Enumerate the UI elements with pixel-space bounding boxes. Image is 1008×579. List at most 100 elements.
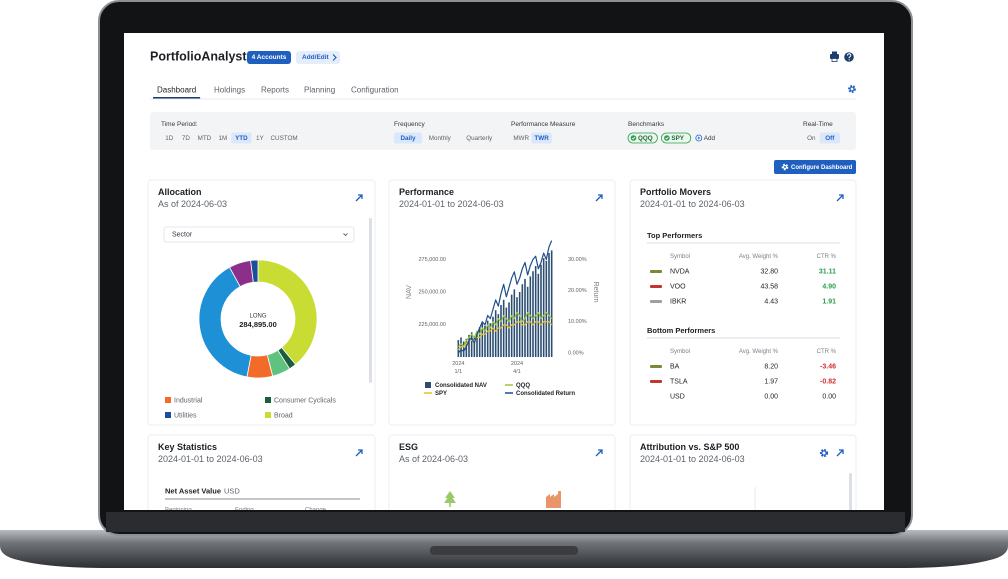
filter-option[interactable]: 1Y bbox=[256, 135, 265, 142]
active-tab-underline bbox=[153, 97, 201, 99]
filter-label: Time Period: bbox=[161, 121, 198, 128]
currency-label: USD bbox=[224, 486, 240, 495]
filter-option[interactable]: 7D bbox=[182, 135, 191, 142]
filter-label: Frequency bbox=[394, 121, 425, 128]
table-cell: NVDA bbox=[670, 268, 690, 275]
table-cell: USD bbox=[670, 393, 685, 400]
benchmark-label: QQQ bbox=[638, 135, 653, 142]
filter-option[interactable]: MWR bbox=[513, 135, 529, 142]
legend-label: QQQ bbox=[516, 383, 530, 389]
card-subtitle: As of 2024-06-03 bbox=[158, 199, 227, 209]
filter-option[interactable]: YTD bbox=[235, 135, 248, 142]
laptop-notch bbox=[430, 546, 578, 555]
expand-icon[interactable] bbox=[355, 194, 363, 202]
nav-bar bbox=[532, 271, 534, 357]
filter-option[interactable]: Quarterly bbox=[466, 135, 493, 142]
add-edit-button[interactable] bbox=[296, 51, 340, 64]
table-cell: 8.20 bbox=[764, 363, 778, 370]
card-subtitle: 2024-01-01 to 2024-06-03 bbox=[399, 199, 504, 209]
card-subtitle: 2024-01-01 to 2024-06-03 bbox=[640, 454, 745, 464]
table-cell: TSLA bbox=[670, 378, 688, 385]
nav-tab[interactable]: Configuration bbox=[351, 86, 399, 95]
nav-bar bbox=[542, 258, 545, 357]
print-icon[interactable] bbox=[830, 54, 839, 59]
y2-tick-label: 30.00% bbox=[568, 257, 587, 263]
dashboard: PortfolioAnalyst 4 Accounts Add/Edit Dashbo… bbox=[147, 49, 857, 514]
table-cell: IBKR bbox=[670, 298, 686, 305]
nav-tab[interactable]: Holdings bbox=[214, 86, 245, 95]
column-header: CTR % bbox=[817, 254, 837, 260]
nav-bar bbox=[550, 250, 553, 357]
table-cell: 1.91 bbox=[822, 298, 836, 305]
nav-bar bbox=[484, 325, 486, 357]
laptop-chin bbox=[106, 512, 905, 532]
column-header: Ending bbox=[235, 508, 254, 514]
y-tick-label: 250,000.00 bbox=[418, 289, 446, 295]
legend-swatch bbox=[165, 412, 171, 418]
filter-option[interactable]: 1D bbox=[165, 135, 174, 142]
column-header: CTR % bbox=[817, 349, 837, 355]
donut-segment bbox=[250, 259, 259, 283]
benchmark-pill[interactable] bbox=[627, 132, 658, 144]
filter-option[interactable]: MTD bbox=[198, 135, 212, 142]
add-icon-plus bbox=[697, 136, 701, 140]
help-icon-mark bbox=[846, 53, 852, 59]
x-tick-year: 2024 bbox=[452, 361, 464, 367]
benchmark-pill[interactable] bbox=[661, 132, 692, 144]
section-title: Net Asset Value bbox=[165, 486, 221, 495]
card-subtitle: 2024-01-01 to 2024-06-03 bbox=[158, 454, 263, 464]
column-header: Change bbox=[305, 508, 327, 514]
filter-option[interactable]: TWR bbox=[534, 135, 549, 142]
add-benchmark[interactable]: Add bbox=[704, 135, 716, 142]
donut-segment bbox=[257, 259, 318, 366]
nav-bar bbox=[548, 253, 550, 357]
donut-center-label: LONG bbox=[249, 314, 266, 320]
nav-bar bbox=[457, 340, 460, 357]
filter-option[interactable]: Monthly bbox=[429, 135, 452, 142]
gear-icon[interactable] bbox=[819, 448, 829, 458]
legend-label: Consumer Cyclicals bbox=[274, 397, 336, 404]
expand-icon[interactable] bbox=[836, 194, 844, 202]
card-title: Performance bbox=[399, 187, 454, 197]
nav-bar bbox=[500, 305, 502, 357]
expand-icon[interactable] bbox=[836, 449, 844, 457]
filter-option[interactable]: 1M bbox=[219, 135, 228, 142]
filter-option[interactable]: Daily bbox=[400, 135, 416, 142]
selected-option bbox=[531, 132, 552, 144]
card-subtitle: As of 2024-06-03 bbox=[399, 454, 468, 464]
dropdown-chevron bbox=[343, 233, 348, 237]
gear-icon-core bbox=[782, 164, 788, 170]
expand-icon[interactable] bbox=[595, 194, 603, 202]
nav-bar bbox=[494, 310, 497, 357]
nav-bar bbox=[513, 289, 516, 357]
help-icon-dot bbox=[848, 59, 850, 61]
symbol-logo bbox=[650, 365, 662, 368]
configure-button[interactable] bbox=[774, 160, 856, 174]
nav-bar bbox=[481, 323, 484, 357]
selected-option bbox=[231, 132, 252, 144]
nav-tab[interactable]: Reports bbox=[261, 86, 289, 95]
gear-icon-core bbox=[821, 450, 827, 456]
donut-center-value: 284,895.00 bbox=[239, 320, 277, 329]
sector-dropdown[interactable] bbox=[163, 226, 355, 243]
accounts-badge[interactable] bbox=[247, 51, 291, 64]
filter-option[interactable]: CUSTOM bbox=[271, 135, 298, 142]
filter-option[interactable]: Off bbox=[825, 135, 835, 142]
expand-icon[interactable] bbox=[355, 449, 363, 457]
scrollbar bbox=[369, 218, 372, 383]
filter-label: Benchmarks bbox=[628, 121, 665, 128]
nav-tab[interactable]: Planning bbox=[304, 86, 335, 95]
nav-bar bbox=[529, 276, 532, 357]
card bbox=[388, 179, 616, 426]
column-header: Avg. Weight % bbox=[739, 254, 779, 260]
table-title: Bottom Performers bbox=[647, 326, 715, 335]
filter-label: Real-Time bbox=[803, 121, 833, 128]
accounts-label: 4 Accounts bbox=[252, 54, 287, 61]
gear-icon[interactable] bbox=[848, 85, 856, 93]
gear-icon[interactable] bbox=[781, 163, 789, 171]
filter-option[interactable]: On bbox=[807, 135, 816, 142]
legend-swatch bbox=[165, 397, 171, 403]
expand-icon[interactable] bbox=[595, 449, 603, 457]
nav-tab[interactable]: Dashboard bbox=[157, 86, 196, 95]
